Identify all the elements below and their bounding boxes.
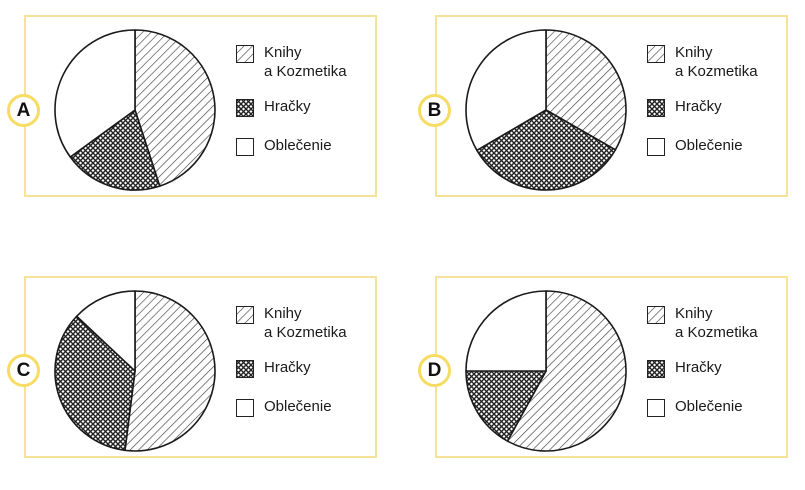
legend-item-knihy-a-kozmetika: Knihy a Kozmetika: [236, 304, 376, 344]
legend-item-knihy-a-kozmetika: Knihy a Kozmetika: [647, 304, 787, 344]
diagonal-hatch-swatch-icon: [647, 45, 665, 63]
pie-chart-d: [465, 290, 627, 452]
pie-slice-oblecenie: [465, 290, 547, 372]
pie-slice-hracky: [54, 315, 136, 452]
pie-chart-panel-b: Knihy a Kozmetika Hračky Oblečenie: [435, 15, 788, 197]
legend-label: a Kozmetika: [675, 324, 758, 341]
legend-label: Oblečenie: [264, 398, 332, 415]
pie-slice-oblecenie: [465, 29, 547, 152]
legend-item-hracky: Hračky: [647, 97, 787, 117]
pie-chart-panel-d: Knihy a Kozmetika Hračky Oblečenie: [435, 276, 788, 458]
pie-chart-c: [54, 290, 216, 452]
crosshatch-swatch-icon: [236, 360, 254, 378]
white-swatch-icon: [647, 138, 665, 156]
legend-item-hracky: Hračky: [236, 358, 376, 378]
crosshatch-swatch-icon: [236, 99, 254, 117]
legend-a: Knihy a Kozmetika Hračky Oblečenie: [236, 43, 376, 175]
legend-label: Hračky: [675, 359, 722, 376]
white-swatch-icon: [236, 138, 254, 156]
legend-label: a Kozmetika: [675, 63, 758, 80]
legend-label: Knihy: [264, 305, 302, 322]
legend-item-hracky: Hračky: [236, 97, 376, 117]
option-badge-b: B: [418, 94, 451, 127]
option-badge-c: C: [7, 354, 40, 387]
legend-item-oblecenie: Oblečenie: [236, 136, 376, 156]
legend-item-oblecenie: Oblečenie: [236, 397, 376, 417]
legend-label: a Kozmetika: [264, 63, 347, 80]
crosshatch-swatch-icon: [647, 99, 665, 117]
legend-d: Knihy a Kozmetika Hračky Oblečenie: [647, 304, 787, 436]
legend-label: Hračky: [264, 98, 311, 115]
legend-item-knihy-a-kozmetika: Knihy a Kozmetika: [647, 43, 787, 83]
pie-slice-hracky: [465, 370, 547, 442]
legend-b: Knihy a Kozmetika Hračky Oblečenie: [647, 43, 787, 175]
pie-slice-knihy-a-kozmetika: [124, 290, 216, 452]
pie-slice-hracky: [69, 109, 161, 191]
white-swatch-icon: [236, 399, 254, 417]
option-badge-a: A: [7, 94, 40, 127]
pie-chart-b: [465, 29, 627, 191]
pie-slice-oblecenie: [54, 29, 136, 158]
diagonal-hatch-swatch-icon: [236, 45, 254, 63]
legend-c: Knihy a Kozmetika Hračky Oblečenie: [236, 304, 376, 436]
legend-label: Oblečenie: [675, 137, 743, 154]
legend-item-knihy-a-kozmetika: Knihy a Kozmetika: [236, 43, 376, 83]
pie-slice-knihy-a-kozmetika: [545, 29, 627, 151]
legend-item-oblecenie: Oblečenie: [647, 397, 787, 417]
legend-label: a Kozmetika: [264, 324, 347, 341]
legend-label: Knihy: [264, 44, 302, 61]
white-swatch-icon: [647, 399, 665, 417]
pie-chart-panel-a: Knihy a Kozmetika Hračky Oblečenie: [24, 15, 377, 197]
legend-label: Hračky: [264, 359, 311, 376]
legend-label: Oblečenie: [264, 137, 332, 154]
legend-label: Hračky: [675, 98, 722, 115]
diagonal-hatch-swatch-icon: [647, 306, 665, 324]
legend-label: Knihy: [675, 44, 713, 61]
pie-chart-panel-c: Knihy a Kozmetika Hračky Oblečenie: [24, 276, 377, 458]
pie-slice-hracky: [476, 109, 617, 191]
pie-slice-oblecenie: [75, 290, 136, 372]
crosshatch-swatch-icon: [647, 360, 665, 378]
pie-chart-a: [54, 29, 216, 191]
option-badge-d: D: [418, 354, 451, 387]
pie-slice-knihy-a-kozmetika: [506, 290, 627, 452]
diagonal-hatch-swatch-icon: [236, 306, 254, 324]
legend-item-oblecenie: Oblečenie: [647, 136, 787, 156]
legend-label: Oblečenie: [675, 398, 743, 415]
pie-slice-knihy-a-kozmetika: [134, 29, 216, 187]
legend-item-hracky: Hračky: [647, 358, 787, 378]
legend-label: Knihy: [675, 305, 713, 322]
